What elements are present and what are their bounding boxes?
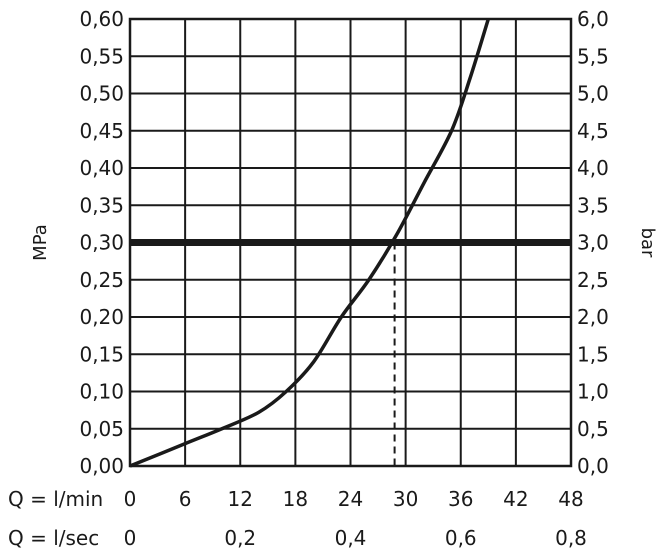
y-tick-label-left: 0,35 [79,193,124,217]
y-tick-label-right: 6,0 [577,7,609,31]
y-tick-label-right: 0,0 [577,454,609,478]
x-tick-label-secondary: 0,2 [224,526,256,550]
y-tick-label-left: 0,40 [79,156,124,180]
y-tick-label-right: 2,5 [577,268,609,292]
y-tick-label-right: 1,5 [577,342,609,366]
x-tick-label-primary: 0 [124,487,137,511]
x-tick-label-primary: 24 [338,487,363,511]
x-tick-label-primary: 36 [448,487,473,511]
y-tick-label-left: 0,05 [79,417,124,441]
y-tick-label-right: 3,0 [577,231,609,255]
x-tick-label-secondary: 0 [124,526,137,550]
series-line-0 [129,18,490,468]
x-axis-title-primary: Q = l/min [8,487,103,511]
y-tick-label-left: 0,30 [79,231,124,255]
x-tick-label-secondary: 0,6 [445,526,477,550]
x-tick-label-primary: 6 [179,487,192,511]
y-axis-title-left: MPa [30,224,51,261]
y-tick-label-right: 1,0 [577,380,609,404]
y-tick-label-right: 4,0 [577,156,609,180]
y-tick-label-left: 0,60 [79,7,124,31]
y-axis-title-right: bar [637,228,658,258]
y-tick-label-right: 0,5 [577,417,609,441]
x-tick-label-primary: 12 [228,487,253,511]
x-tick-label-primary: 30 [393,487,418,511]
y-tick-label-right: 5,0 [577,82,609,106]
y-tick-label-left: 0,00 [79,454,124,478]
x-tick-label-secondary: 0,4 [335,526,367,550]
x-tick-label-primary: 48 [558,487,583,511]
y-tick-label-left: 0,10 [79,380,124,404]
y-tick-label-right: 5,5 [577,44,609,68]
y-tick-label-left: 0,15 [79,342,124,366]
y-tick-label-left: 0,45 [79,119,124,143]
x-tick-label-secondary: 0,8 [555,526,587,550]
x-axis-title-secondary: Q = l/sec [8,526,99,550]
x-tick-label-primary: 42 [503,487,528,511]
y-tick-label-right: 4,5 [577,119,609,143]
y-tick-label-right: 2,0 [577,305,609,329]
y-tick-label-left: 0,50 [79,82,124,106]
y-tick-label-left: 0,20 [79,305,124,329]
y-tick-label-left: 0,55 [79,44,124,68]
x-tick-label-primary: 18 [283,487,308,511]
y-tick-label-left: 0,25 [79,268,124,292]
y-tick-label-right: 3,5 [577,193,609,217]
